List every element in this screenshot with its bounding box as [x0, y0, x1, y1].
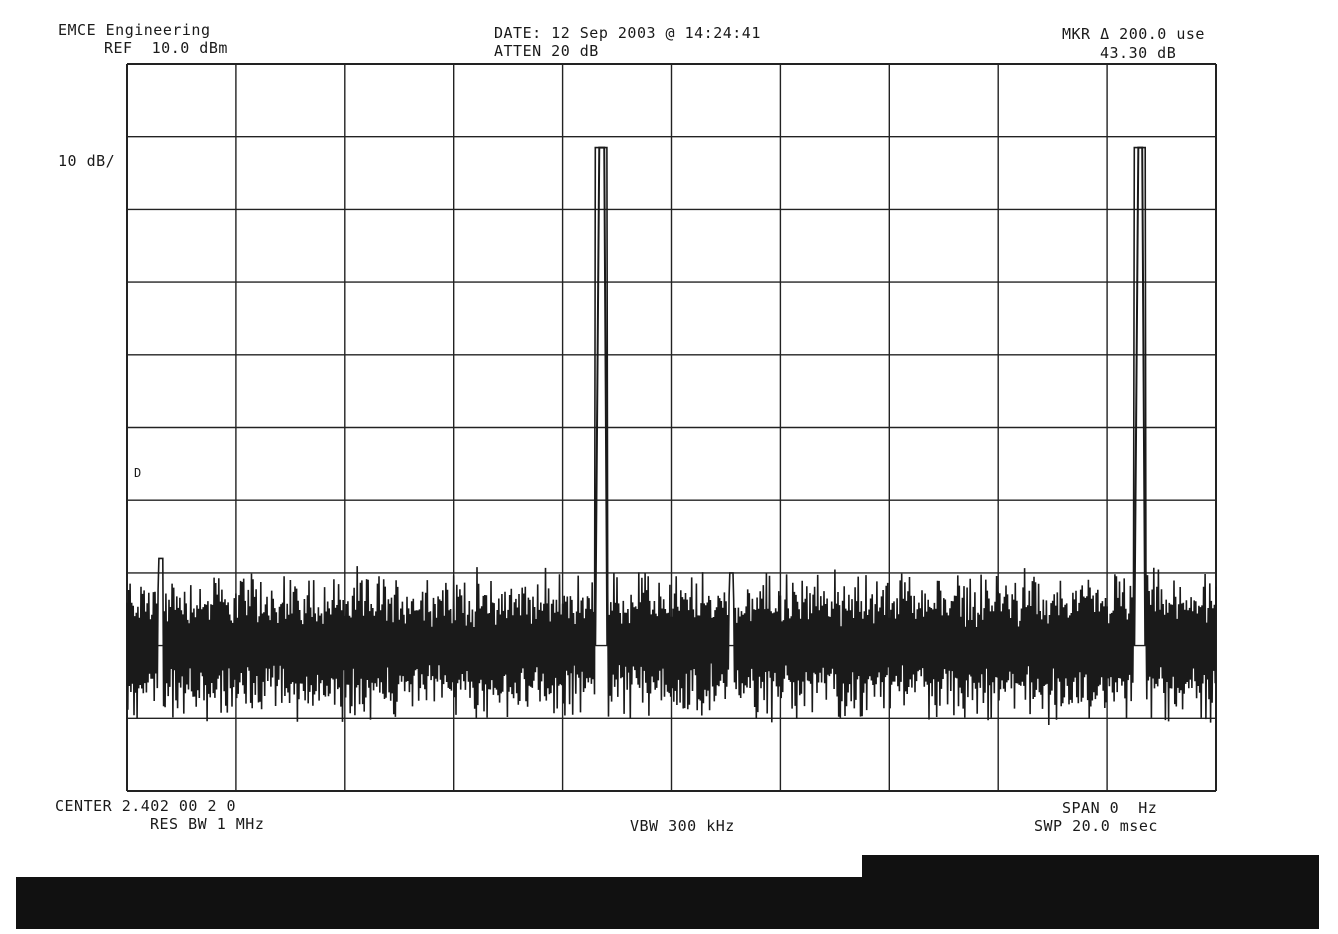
company-label: EMCE Engineering	[58, 21, 211, 39]
res-bw-label: RES BW 1 MHz	[150, 815, 265, 833]
marker-delta-label: MKR Δ 200.0 use	[1062, 25, 1205, 43]
span-label: SPAN 0 Hz	[1062, 799, 1158, 817]
bottom-black-bar	[16, 877, 1319, 929]
date-label: DATE: 12 Sep 2003 @ 14:24:41	[494, 24, 761, 42]
scale-label: 10 dB/	[58, 152, 116, 170]
ref-level: REF 10.0 dBm	[104, 39, 228, 57]
pulse-peak	[594, 146, 609, 646]
pulse-peak	[1133, 146, 1147, 646]
atten-label: ATTEN 20 dB	[494, 42, 599, 60]
marker-value-label: 43.30 dB	[1100, 44, 1177, 62]
trace-line	[126, 146, 1217, 726]
sweep-label: SWP 20.0 msec	[1034, 817, 1158, 835]
vbw-label: VBW 300 kHz	[630, 817, 735, 835]
marker-symbol: D	[134, 466, 142, 480]
center-freq-label: CENTER 2.402 00 2 0	[55, 797, 237, 815]
